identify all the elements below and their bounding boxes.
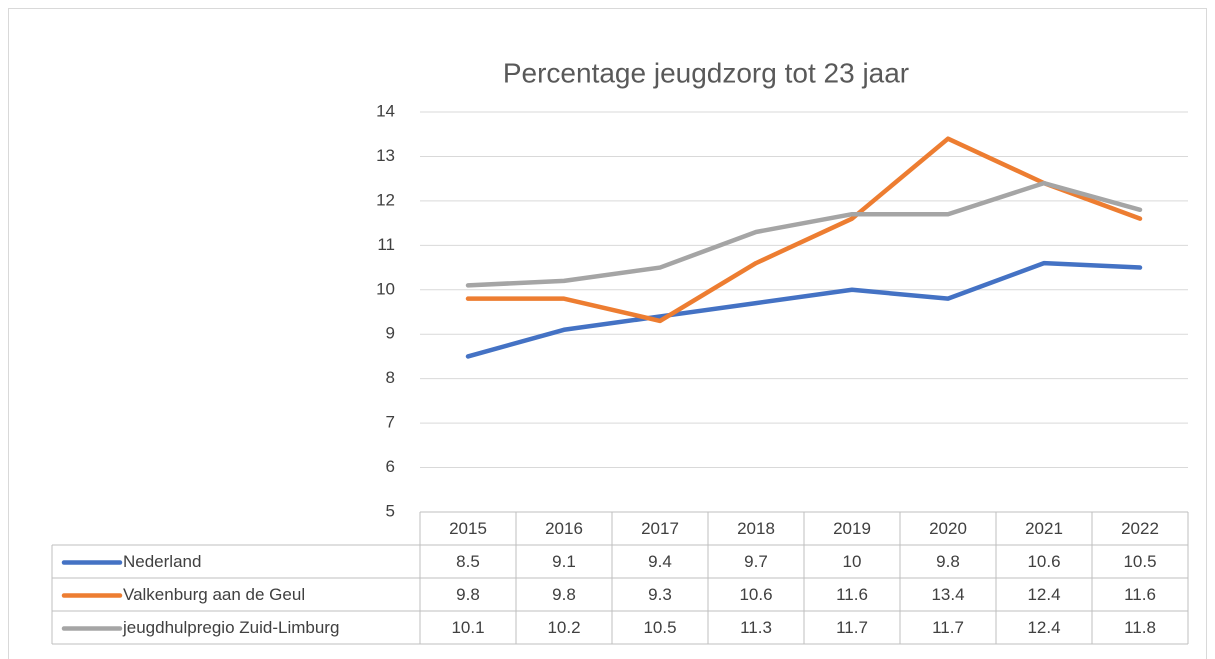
table-value: 10.1 (451, 618, 484, 637)
table-value: 12.4 (1027, 618, 1060, 637)
x-tick-label: 2017 (641, 519, 679, 538)
y-tick-label: 14 (376, 101, 395, 120)
table-value: 10.5 (643, 618, 676, 637)
table-value: 9.8 (456, 585, 480, 604)
table-value: 10.2 (547, 618, 580, 637)
line-series (465, 260, 1143, 359)
table-value: 10.6 (1027, 552, 1060, 571)
table-value: 12.4 (1027, 585, 1060, 604)
y-tick-label: 7 (386, 413, 395, 432)
table-value: 10.5 (1123, 552, 1156, 571)
x-tick-label: 2016 (545, 519, 583, 538)
legend-label: jeugdhulpregio Zuid-Limburg (122, 618, 339, 637)
legend-label: Valkenburg aan de Geul (123, 585, 305, 604)
legend-label: Nederland (123, 552, 201, 571)
table-value: 11.7 (932, 618, 964, 637)
table-value: 9.7 (744, 552, 768, 571)
table-value: 11.3 (740, 618, 772, 637)
chart-title: Percentage jeugdzorg tot 23 jaar (503, 57, 909, 88)
line-series (465, 180, 1143, 288)
table-value: 10 (843, 552, 862, 571)
y-tick-label: 12 (376, 190, 395, 209)
y-tick-label: 5 (386, 501, 395, 520)
table-value: 11.6 (1124, 585, 1156, 604)
x-tick-label: 2022 (1121, 519, 1159, 538)
y-tick-label: 6 (386, 457, 395, 476)
line-series (465, 136, 1143, 324)
x-tick-label: 2015 (449, 519, 487, 538)
table-value: 9.8 (552, 585, 576, 604)
table-value: 13.4 (931, 585, 964, 604)
table-value: 11.8 (1124, 618, 1156, 637)
x-tick-label: 2021 (1025, 519, 1063, 538)
table-value: 9.3 (648, 585, 672, 604)
table-value: 11.6 (836, 585, 868, 604)
table-value: 9.1 (552, 552, 576, 571)
x-tick-label: 2020 (929, 519, 967, 538)
x-tick-label: 2019 (833, 519, 871, 538)
table-value: 11.7 (836, 618, 868, 637)
y-tick-label: 9 (386, 324, 395, 343)
y-tick-label: 8 (386, 368, 395, 387)
y-tick-label: 10 (376, 279, 395, 298)
y-tick-label: 11 (377, 235, 395, 254)
table-value: 10.6 (739, 585, 772, 604)
x-tick-label: 2018 (737, 519, 775, 538)
y-tick-label: 13 (376, 146, 395, 165)
table-value: 9.4 (648, 552, 672, 571)
table-value: 8.5 (456, 552, 480, 571)
table-value: 9.8 (936, 552, 960, 571)
